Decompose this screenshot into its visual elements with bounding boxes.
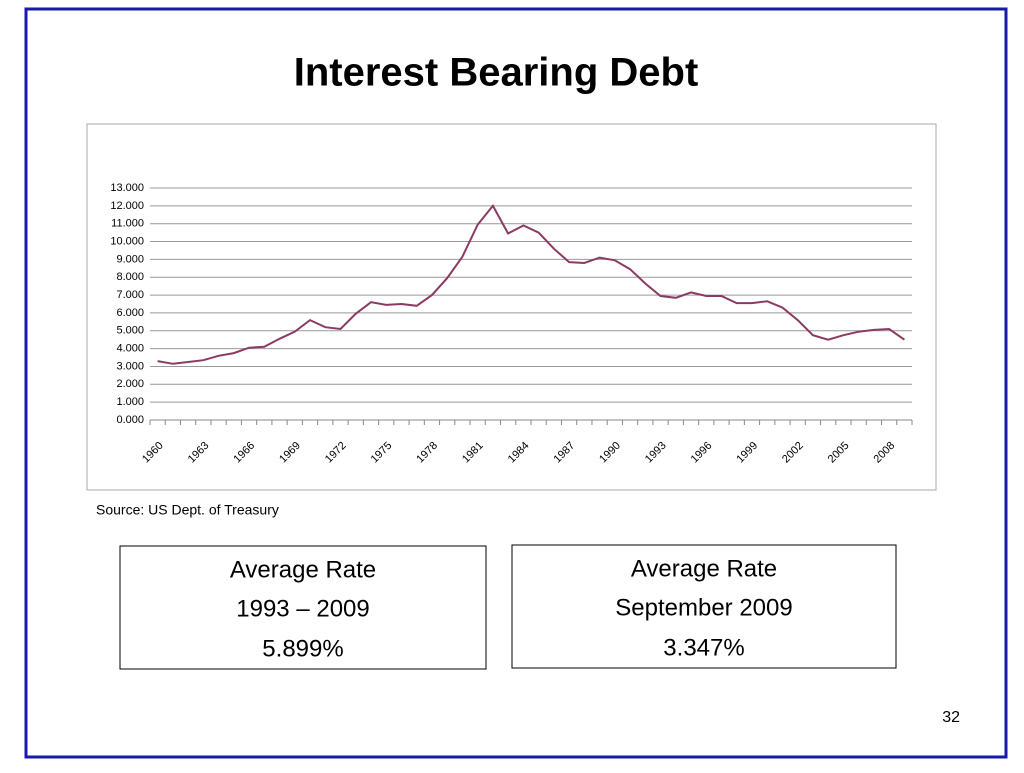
box-line: Average Rate: [230, 556, 376, 583]
y-tick-label: 6.000: [116, 307, 144, 319]
y-tick-label: 9.000: [116, 253, 144, 265]
y-tick-label: 10.000: [110, 235, 144, 247]
y-tick-label: 12.000: [110, 200, 144, 212]
y-tick-label: 8.000: [116, 271, 144, 283]
data-line: [157, 204, 905, 365]
box-line: 3.347%: [663, 634, 744, 661]
y-tick-label: 3.000: [116, 360, 144, 372]
source-note: Source: US Dept. of Treasury: [96, 502, 279, 518]
box-line: 1993 – 2009: [236, 595, 369, 622]
y-tick-label: 1.000: [116, 396, 144, 408]
y-tick-label: 13.000: [110, 182, 144, 194]
box-line: September 2009: [615, 594, 792, 621]
slide-border: [24, 7, 1008, 759]
box-line: Average Rate: [631, 555, 777, 582]
chart-title: Interest Bearing Debt: [294, 51, 699, 95]
y-tick-label: 7.000: [116, 289, 144, 301]
chart-frame: [86, 123, 937, 491]
y-tick-label: 0.000: [116, 414, 144, 426]
y-tick-label: 5.000: [116, 325, 144, 337]
info-box: [511, 544, 897, 669]
y-tick-label: 11.000: [111, 218, 144, 230]
page-number: 32: [942, 709, 960, 726]
y-tick-label: 2.000: [116, 378, 144, 390]
info-box: [119, 545, 487, 670]
y-tick-label: 4.000: [116, 343, 144, 355]
box-line: 5.899%: [262, 635, 343, 662]
